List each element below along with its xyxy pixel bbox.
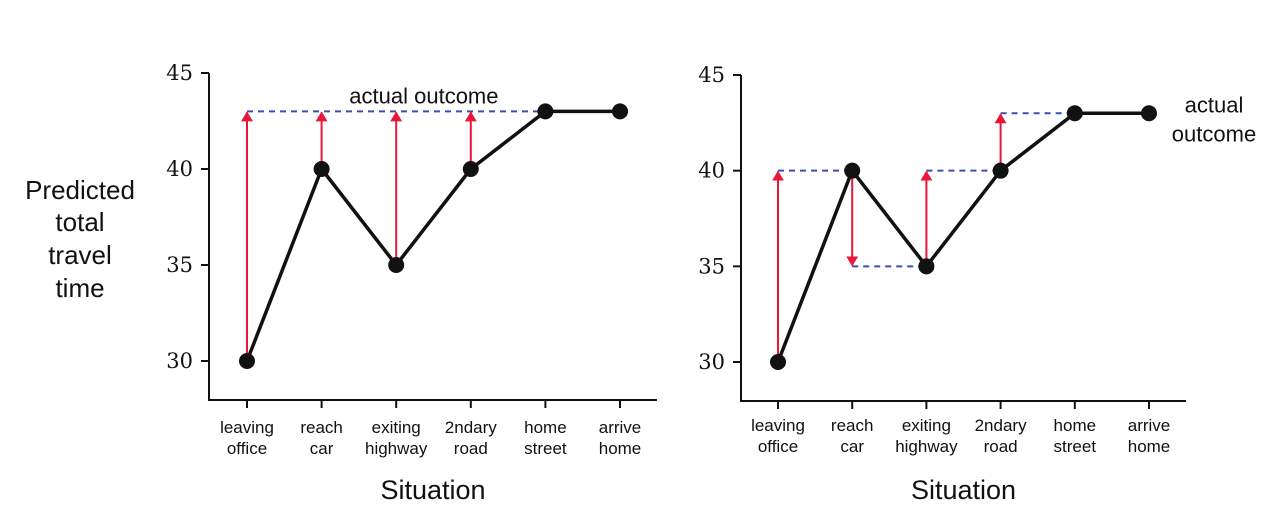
left-data-point <box>239 353 255 369</box>
y-axis-label-line-3: travel <box>48 240 112 270</box>
left-data-point <box>612 103 628 120</box>
right-category-label: arrive home <box>1128 416 1171 456</box>
y-axis-label-line-1: Predicted <box>25 175 135 205</box>
right-y-tick-label: 40 <box>698 159 725 183</box>
left-category-label: 2ndary road <box>445 418 497 458</box>
right-series-line <box>776 111 1149 363</box>
right-category-label: leaving office <box>751 416 805 456</box>
left-y-tick-label: 30 <box>166 349 193 373</box>
right-category-label: 2ndary road <box>975 416 1027 456</box>
left-data-point <box>537 103 554 120</box>
left-data-point <box>462 161 479 177</box>
left-category-label: reach car <box>300 418 343 458</box>
right-data-point <box>992 162 1009 179</box>
right-category-label: exiting highway <box>895 416 958 456</box>
right-annotation: actual outcome <box>1172 92 1256 146</box>
left-x-axis-label: Situation <box>380 475 485 505</box>
left-category-label: arrive home <box>599 418 642 458</box>
left-series-line <box>245 109 620 362</box>
right-y-tick-label: 30 <box>698 350 725 374</box>
chart-right: 30 35 40 45 leaving office reach car exiting high… <box>698 63 1256 505</box>
right-data-point <box>1066 105 1083 122</box>
right-data-point <box>1141 105 1157 122</box>
y-axis-label-line-4: time <box>55 273 104 303</box>
left-category-label: exiting highway <box>365 418 428 458</box>
left-y-tick-label: 45 <box>166 61 193 85</box>
right-category-label: reach car <box>831 416 874 456</box>
left-data-point <box>388 257 405 273</box>
left-y-tick-label: 40 <box>166 157 193 181</box>
right-data-point <box>918 258 935 275</box>
left-y-tick-label: 35 <box>166 253 193 277</box>
left-annotation: actual outcome <box>349 83 498 108</box>
left-category-label: home street <box>524 418 567 458</box>
right-x-axis-label: Situation <box>911 475 1016 505</box>
chart-left: 30 35 40 45 leaving office reach car exiting high… <box>166 61 657 505</box>
right-y-tick-label: 35 <box>698 254 725 278</box>
left-category-label: leaving office <box>220 418 274 458</box>
right-data-point <box>770 354 786 370</box>
right-y-tick-label: 45 <box>698 63 725 87</box>
left-data-point <box>313 161 330 177</box>
y-axis-label-line-2: total <box>55 207 104 237</box>
right-data-point <box>844 162 861 179</box>
right-category-label: home street <box>1054 416 1097 456</box>
